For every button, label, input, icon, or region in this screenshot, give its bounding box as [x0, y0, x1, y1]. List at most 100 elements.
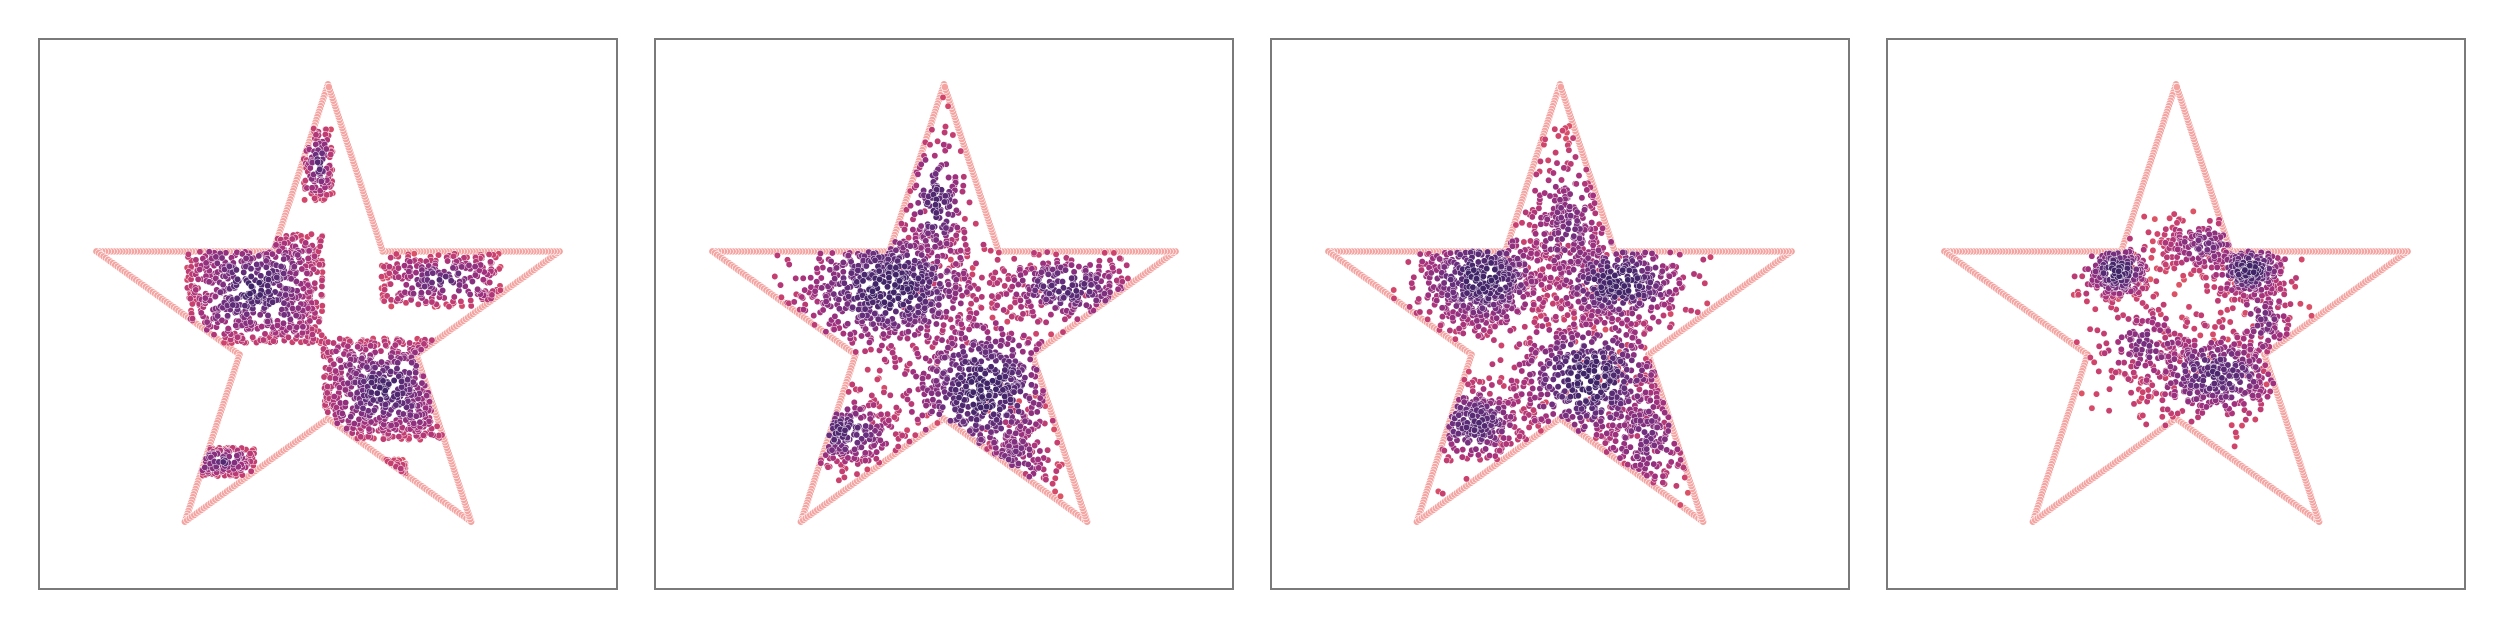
scatter-point: [1047, 311, 1055, 319]
scatter-point: [844, 405, 851, 413]
scatter-point: [934, 357, 942, 365]
sample-points: [771, 93, 1132, 500]
scatter-point: [897, 220, 905, 228]
scatter-point: [247, 273, 255, 280]
scatter-point: [225, 262, 233, 270]
scatter-point: [771, 273, 779, 280]
scatter-point: [1011, 438, 1018, 446]
scatter-point: [1005, 456, 1013, 463]
scatter-point: [999, 386, 1007, 394]
scatter-point: [1068, 274, 1076, 282]
scatter-point: [1021, 417, 1029, 425]
scatter-point: [886, 391, 894, 399]
scatter-point: [931, 152, 939, 160]
scatter-point: [1053, 439, 1061, 447]
scatter-point: [1025, 473, 1033, 481]
scatter-point: [1049, 480, 1057, 488]
scatter-point: [465, 261, 473, 269]
scatter-point: [914, 416, 922, 424]
scatter-point: [965, 313, 973, 321]
scatter-point: [246, 290, 254, 298]
scatter-point: [354, 343, 362, 351]
scatter-point: [233, 294, 241, 302]
scatter-point: [957, 374, 965, 382]
scatter-point: [841, 426, 849, 434]
scatter-point: [224, 325, 232, 333]
scatter-point: [1051, 488, 1059, 495]
scatter-point: [1124, 275, 1132, 282]
scatter-point: [914, 309, 922, 317]
scatter-point: [949, 131, 957, 139]
scatter-point: [1020, 332, 1028, 340]
scatter-point: [932, 320, 940, 328]
scatter-point: [385, 263, 393, 271]
scatter-point: [932, 201, 939, 209]
scatter-point: [962, 383, 970, 390]
scatter-point: [302, 239, 310, 247]
scatter-point: [449, 264, 457, 272]
scatter-point: [959, 348, 967, 356]
scatter-point: [934, 390, 942, 398]
scatter-point: [933, 288, 941, 296]
scatter-point: [1003, 411, 1011, 419]
scatter-point: [327, 151, 335, 158]
scatter-point: [194, 275, 202, 283]
scatter-point: [924, 199, 932, 207]
scatter-point: [253, 261, 261, 268]
scatter-point: [845, 388, 853, 396]
scatter-point: [246, 450, 254, 457]
scatter-point: [408, 359, 416, 367]
scatter-point: [192, 286, 200, 294]
scatter-point: [1114, 285, 1122, 293]
scatter-point: [240, 268, 248, 276]
scatter-point: [445, 303, 453, 311]
scatter-point: [224, 312, 232, 320]
scatter-point: [417, 346, 425, 354]
scatter-point: [444, 257, 452, 265]
scatter-point: [935, 309, 942, 317]
scatter-point: [932, 209, 940, 217]
scatter-plot-1: [92, 80, 564, 526]
scatter-point: [189, 315, 196, 323]
scatter-point: [1003, 318, 1011, 326]
scatter-point: [906, 304, 914, 312]
scatter-point: [922, 156, 929, 164]
scatter-point: [485, 250, 493, 258]
scatter-point: [861, 271, 868, 279]
scatter-point: [264, 312, 272, 319]
scatter-point: [414, 300, 422, 308]
scatter-point: [358, 355, 366, 362]
scatter-point: [290, 263, 298, 271]
scatter-point: [1042, 318, 1050, 326]
scatter-point: [395, 433, 403, 441]
scatter-point: [454, 269, 462, 277]
scatter-point: [945, 281, 953, 289]
scatter-point: [966, 198, 973, 206]
scatter-point: [1032, 420, 1040, 428]
scatter-point: [298, 265, 306, 273]
scatter-point: [1001, 282, 1009, 290]
scatter-point: [871, 310, 879, 318]
scatter-point: [785, 261, 793, 268]
scatter-point: [1039, 387, 1047, 395]
scatter-point: [1051, 474, 1059, 482]
scatter-point: [1086, 261, 1094, 269]
scatter-point: [1034, 456, 1042, 463]
scatter-point: [418, 379, 426, 387]
scatter-point: [211, 293, 219, 300]
scatter-point: [1115, 267, 1123, 275]
scatter-point: [1048, 282, 1056, 289]
scatter-point: [456, 281, 463, 289]
scatter-point: [1036, 394, 1044, 402]
scatter-point: [435, 251, 442, 259]
scatter-point: [1024, 427, 1032, 435]
scatter-point: [471, 263, 479, 271]
scatter-point: [957, 320, 965, 328]
scatter-point: [1007, 396, 1014, 404]
scatter-point: [457, 298, 465, 305]
scatter-point: [287, 275, 295, 283]
scatter-point: [318, 331, 326, 339]
scatter-point: [1049, 417, 1057, 425]
scatter-point: [866, 415, 874, 423]
scatter-point: [474, 285, 482, 293]
